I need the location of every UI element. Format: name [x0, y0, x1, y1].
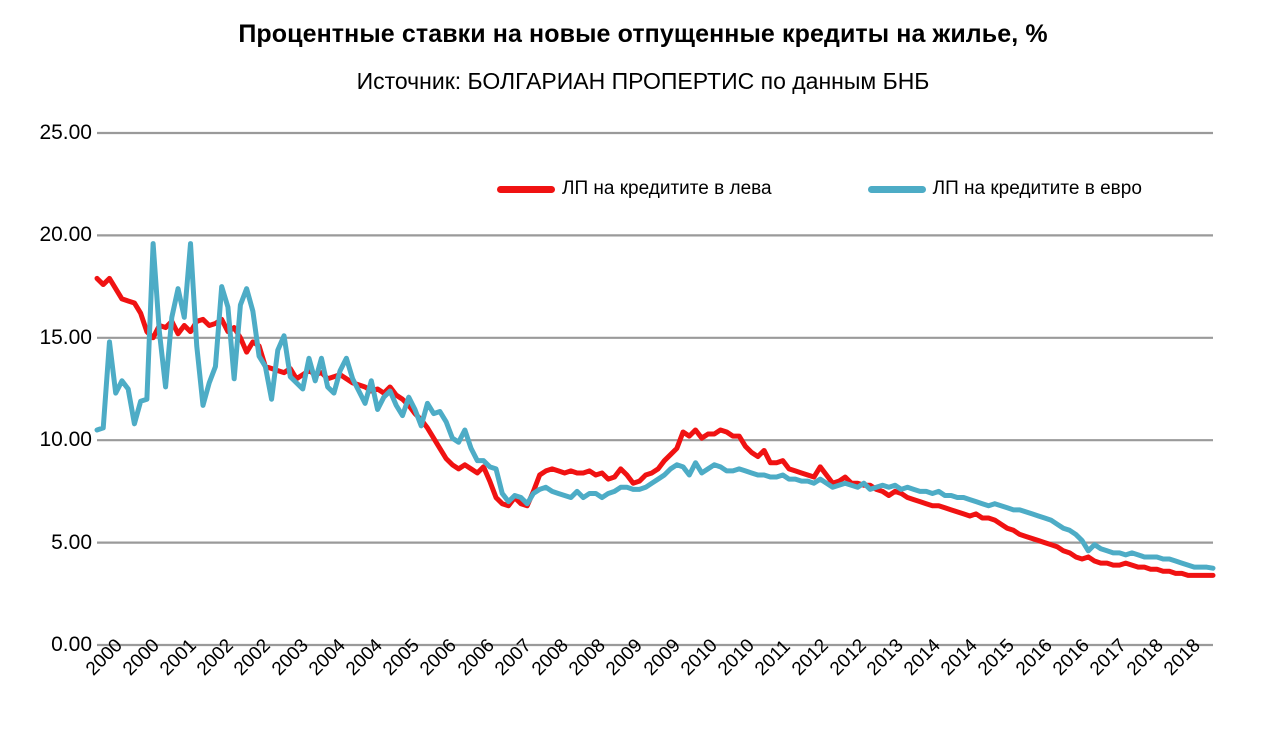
- y-axis-tick-label: 5.00: [51, 530, 92, 554]
- x-axis-tick-label: 2016: [1048, 635, 1094, 680]
- series-line-euro: [94, 241, 1216, 571]
- x-axis-tick-label: 2000: [118, 635, 164, 680]
- x-axis-tick-label: 2009: [639, 635, 685, 680]
- x-axis-tick-label: 2002: [193, 635, 238, 680]
- x-axis-tick-label: 2004: [304, 635, 350, 680]
- x-axis-tick-label: 2013: [862, 635, 908, 680]
- legend-item-euro[interactable]: ЛП на кредитите в евро: [867, 178, 1142, 200]
- y-axis-tick-label: 25.00: [39, 121, 92, 144]
- x-axis-tick-label: 2015: [974, 635, 1020, 680]
- legend-label-leva: ЛП на кредитите в лева: [562, 178, 772, 199]
- series-lines: [94, 241, 1216, 578]
- y-axis-tick-label: 10.00: [39, 428, 92, 452]
- x-axis-tick-label: 2012: [825, 635, 871, 680]
- x-axis-tick-label: 2014: [900, 635, 945, 680]
- legend-label-euro: ЛП на кредитите в евро: [932, 178, 1142, 199]
- x-axis-tick-label: 2011: [751, 636, 795, 680]
- x-axis-tick-label: 2014: [937, 635, 982, 680]
- x-axis-tick-label: 2010: [676, 635, 722, 680]
- x-axis-tick-label: 2001: [156, 635, 201, 680]
- x-axis-tick-label: 2018: [1123, 635, 1168, 680]
- x-axis-tick-label: 2018: [1160, 635, 1206, 680]
- x-axis-tick-label: 2008: [565, 635, 610, 680]
- y-axis-tick-label: 0.00: [51, 633, 92, 656]
- y-axis-tick-label: 20.00: [39, 223, 92, 247]
- x-axis-tick-label: 2003: [267, 635, 313, 680]
- chart-legend: ЛП на кредитите в лева ЛП на кредитите в…: [497, 178, 1142, 200]
- chart-subtitle: Источник: БОЛГАРИАН ПРОПЕРТИС по данным …: [356, 68, 930, 94]
- x-axis-tick-label: 2016: [1011, 635, 1057, 680]
- x-axis-tick-label: 2010: [714, 635, 759, 680]
- x-axis-tick-label: 2004: [342, 635, 387, 680]
- legend-swatch-euro: [867, 185, 926, 193]
- chart-title: Процентные ставки на новые отпущенные кр…: [238, 20, 1048, 48]
- x-axis-tick-label: 2006: [416, 635, 462, 680]
- x-axis-tick-label: 2009: [602, 635, 648, 680]
- x-axis-tick-label: 2007: [490, 635, 536, 680]
- x-axis-tick-label: 2005: [379, 635, 424, 680]
- x-axis-tick-label: 2002: [230, 635, 276, 680]
- gridlines: [97, 131, 1213, 647]
- x-axis-tick-label: 2012: [788, 635, 834, 680]
- x-axis-tick-label: 2017: [1086, 635, 1131, 680]
- x-axis-tick-label: 2008: [528, 635, 573, 680]
- legend-item-leva[interactable]: ЛП на кредитите в лева: [497, 178, 772, 200]
- y-axis-ticks: 0.00 5.00 10.00 15.00 20.00 25.00: [0, 0, 92, 743]
- series-line-leva: [94, 275, 1216, 578]
- legend-swatch-leva: [497, 185, 555, 193]
- x-axis-tick-label: 2000: [81, 635, 127, 680]
- y-axis-tick-label: 15.00: [39, 325, 92, 349]
- x-axis-tick-label: 2006: [453, 635, 499, 680]
